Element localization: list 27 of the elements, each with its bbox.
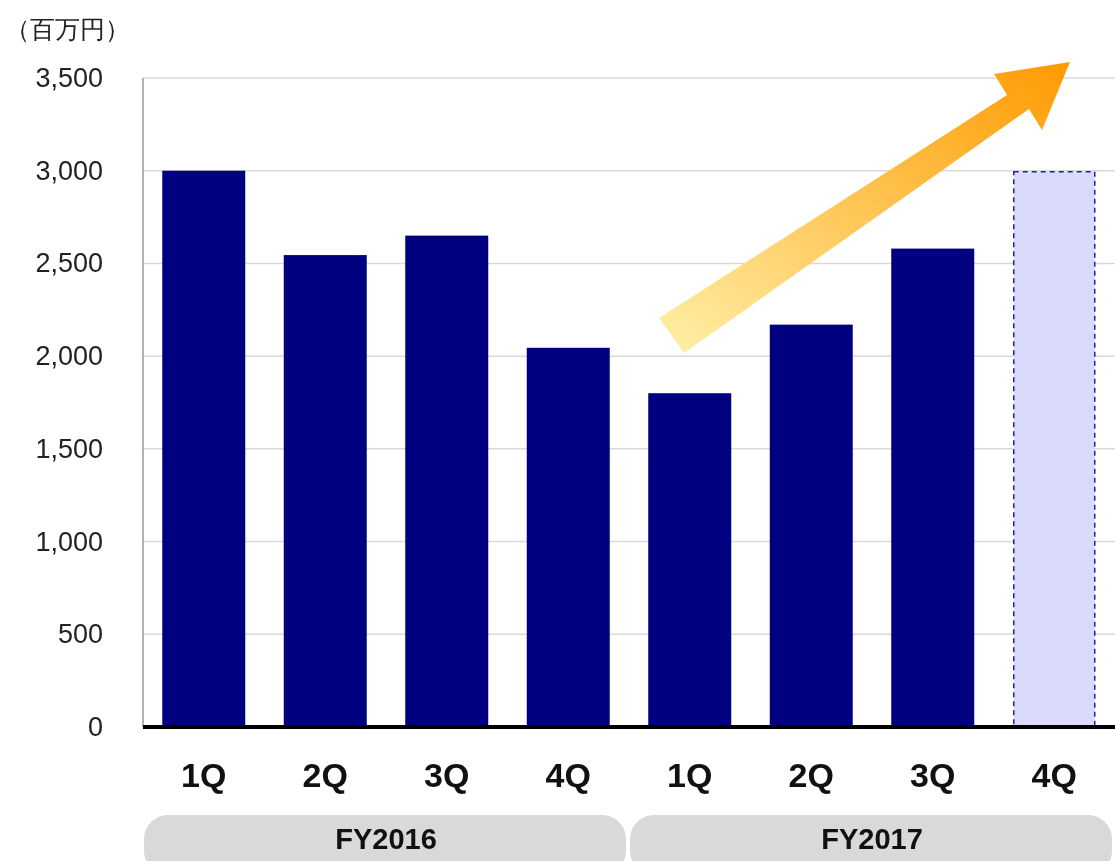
bar: [526, 347, 610, 727]
bar: [283, 255, 367, 727]
bar: [891, 248, 975, 727]
x-tick-label: 2Q: [788, 756, 834, 794]
y-tick-label: 0: [87, 712, 103, 742]
y-tick-label: 3,000: [35, 155, 103, 186]
x-tick-label: 4Q: [1031, 756, 1077, 794]
y-tick-label: 1,500: [35, 433, 103, 464]
bar: [1013, 170, 1096, 728]
x-tick-label: 4Q: [545, 756, 591, 794]
bar: [405, 235, 489, 727]
x-tick-label: 3Q: [910, 756, 956, 794]
y-tick-label: 1,000: [35, 526, 103, 557]
text: FY2017: [821, 823, 923, 855]
bar: [162, 170, 246, 727]
y-tick-label: 2,500: [35, 248, 103, 279]
y-tick-label: 2,000: [35, 341, 103, 372]
bar: [769, 324, 853, 727]
x-tick-label: 2Q: [302, 756, 348, 794]
x-tick-label: 1Q: [667, 756, 713, 794]
x-tick-label: 1Q: [181, 756, 227, 794]
y-axis-title: （百万円）: [5, 15, 130, 43]
y-tick-label: 3,500: [35, 63, 103, 93]
y-tick-label: 500: [57, 619, 103, 650]
x-tick-label: 3Q: [424, 756, 470, 794]
bar: [648, 393, 732, 727]
text: FY2016: [335, 823, 437, 855]
